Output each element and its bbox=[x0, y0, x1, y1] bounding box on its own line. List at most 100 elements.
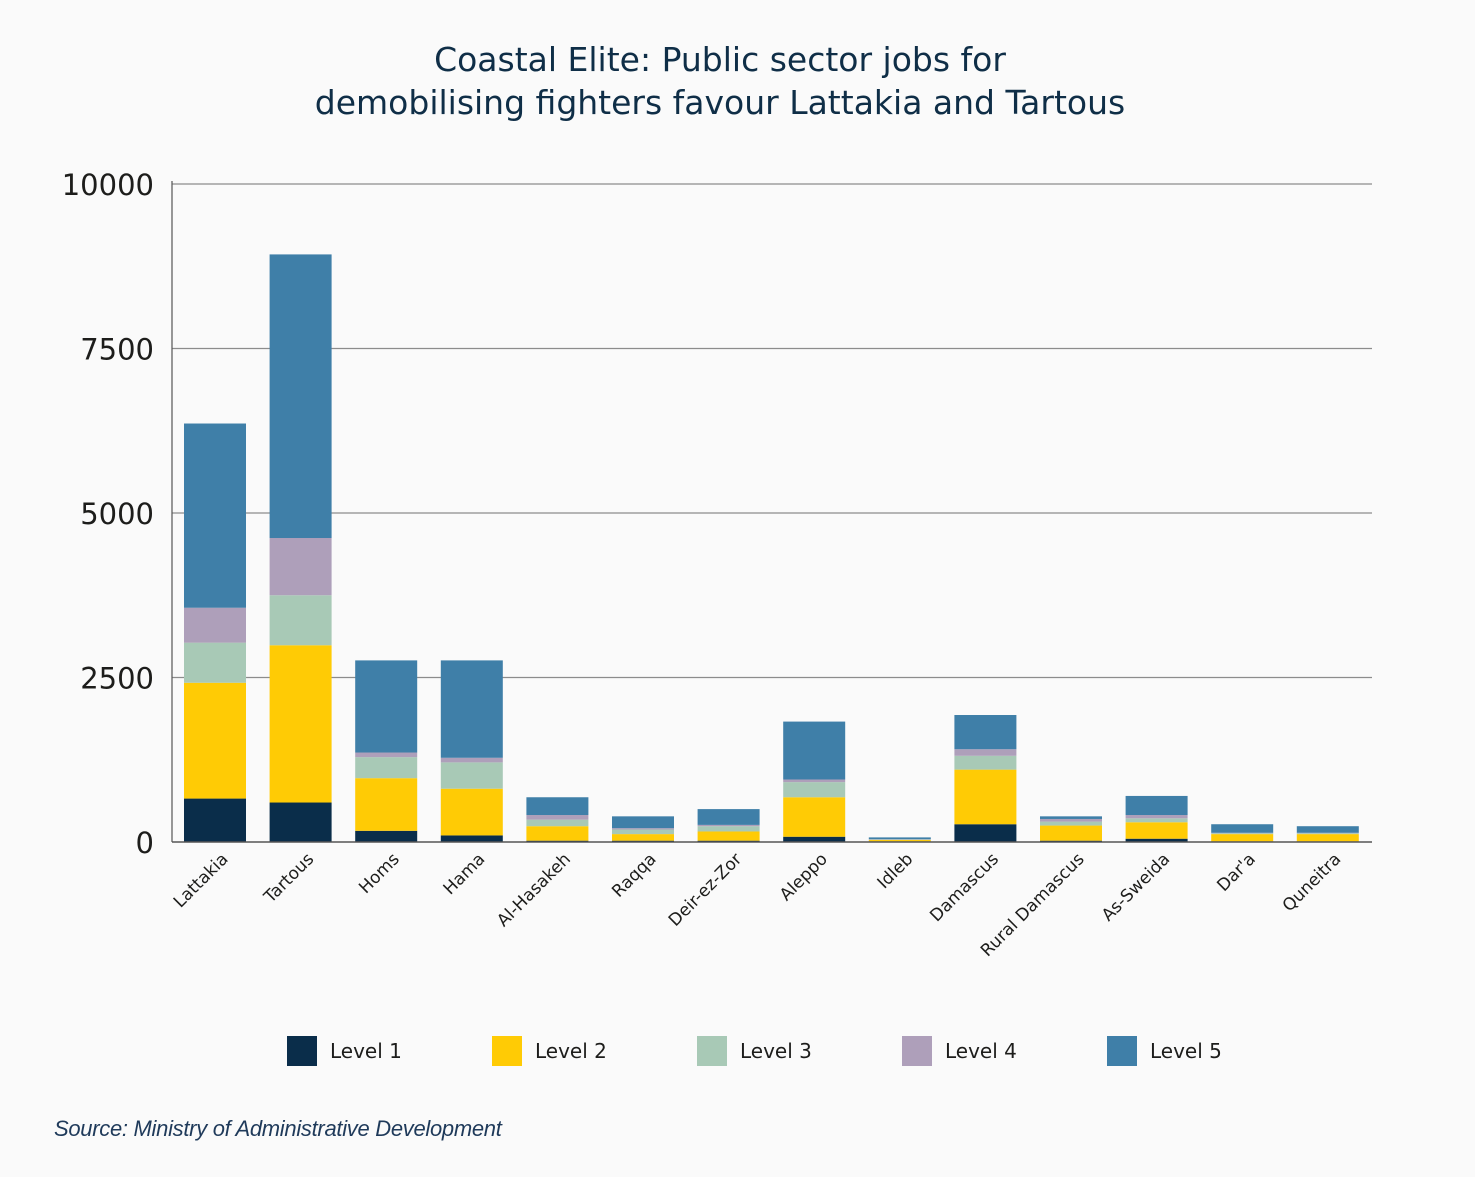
bar-segment-level-3 bbox=[1296, 833, 1359, 835]
bar-segment-level-3 bbox=[526, 819, 589, 827]
x-tick-label: As-Sweida bbox=[1098, 849, 1174, 925]
bar-segment-level-5 bbox=[868, 837, 931, 840]
axes: 0 2500 5000 7500 10000 Lattakia Tartous Homs Ham… bbox=[62, 168, 1372, 961]
bar-segment-level-2 bbox=[440, 788, 503, 836]
legend-label: Level 1 bbox=[330, 1039, 402, 1063]
chart-title: Coastal Elite: Public sector jobs for de… bbox=[0, 38, 1440, 124]
x-tick-label: Damascus bbox=[926, 849, 1003, 926]
bar-segment-level-5 bbox=[1296, 826, 1359, 833]
bar-segment-level-2 bbox=[526, 826, 589, 841]
legend-swatch bbox=[1107, 1036, 1137, 1066]
bar-segment-level-4 bbox=[612, 828, 674, 830]
legend-item: Level 1 bbox=[287, 1036, 492, 1066]
bar-segment-level-4 bbox=[440, 757, 503, 763]
bar-segment-level-2 bbox=[355, 778, 418, 831]
bar-segment-level-5 bbox=[954, 715, 1017, 750]
legend-swatch bbox=[697, 1036, 727, 1066]
bar-segment-level-5 bbox=[1125, 795, 1188, 816]
x-tick-label: Al-Hasakeh bbox=[493, 849, 575, 931]
bar-segment-level-1 bbox=[355, 830, 418, 842]
bar-segment-level-2 bbox=[1211, 834, 1274, 842]
bar-segment-level-4 bbox=[526, 815, 589, 820]
bar-segment-level-1 bbox=[783, 836, 846, 842]
bar-segment-level-4 bbox=[184, 607, 246, 643]
bar-segment-level-3 bbox=[440, 762, 503, 789]
bar-segment-level-2 bbox=[1040, 825, 1102, 841]
x-tick-label: Deir-ez-Zor bbox=[665, 849, 746, 930]
bar-segment-level-5 bbox=[612, 816, 674, 829]
bar-segment-level-5 bbox=[697, 809, 760, 825]
bar-segment-level-1 bbox=[440, 835, 503, 842]
legend-item: Level 3 bbox=[697, 1036, 902, 1066]
bar-segment-level-2 bbox=[612, 834, 674, 841]
x-tick-label: Idleb bbox=[874, 849, 918, 893]
bar-segment-level-3 bbox=[269, 595, 332, 646]
bar-segment-level-2 bbox=[954, 769, 1017, 825]
bar-segment-level-1 bbox=[269, 802, 332, 842]
legend-label: Level 5 bbox=[1150, 1039, 1222, 1063]
x-tick-label: Quneitra bbox=[1279, 849, 1346, 916]
bar-segment-level-4 bbox=[783, 779, 846, 783]
bar-segment-level-3 bbox=[1211, 833, 1274, 835]
bar-segment-level-3 bbox=[697, 826, 760, 832]
x-tick-label: Dar'a bbox=[1213, 849, 1259, 895]
bar-segment-level-1 bbox=[1125, 838, 1188, 842]
chart-title-line-1: Coastal Elite: Public sector jobs for bbox=[434, 40, 1006, 79]
bar-segment-level-4 bbox=[1040, 818, 1102, 822]
chart-title-line-2: demobilising fighters favour Lattakia an… bbox=[314, 83, 1126, 122]
bar-segment-level-2 bbox=[868, 840, 931, 842]
legend-swatch bbox=[287, 1036, 317, 1066]
legend-item: Level 2 bbox=[492, 1036, 697, 1066]
legend-swatch bbox=[902, 1036, 932, 1066]
bar-segment-level-2 bbox=[697, 831, 760, 841]
x-tick-label: Raqqa bbox=[608, 849, 660, 901]
bar-segment-level-2 bbox=[1296, 834, 1359, 842]
x-tick-label: Homs bbox=[355, 849, 404, 898]
legend-item: Level 4 bbox=[902, 1036, 1107, 1066]
legend-label: Level 2 bbox=[535, 1039, 607, 1063]
bar-segment-level-2 bbox=[783, 797, 846, 837]
legend-swatch bbox=[492, 1036, 522, 1066]
chart-legend: Level 1 Level 2 Level 3 Level 4 Level 5 bbox=[287, 1036, 1312, 1066]
bar-segment-level-5 bbox=[1040, 816, 1102, 819]
bar-segment-level-4 bbox=[954, 749, 1017, 756]
bar-segment-level-3 bbox=[868, 839, 931, 841]
source-note: Source: Ministry of Administrative Devel… bbox=[54, 1116, 502, 1141]
legend-label: Level 4 bbox=[945, 1039, 1017, 1063]
y-tick-label: 0 bbox=[136, 826, 154, 860]
y-tick-label: 5000 bbox=[80, 497, 154, 531]
bar-segment-level-2 bbox=[1125, 822, 1188, 839]
bar-segment-level-4 bbox=[269, 538, 332, 596]
legend-item: Level 5 bbox=[1107, 1036, 1312, 1066]
bar-segment-level-2 bbox=[184, 682, 246, 799]
x-tick-label: Lattakia bbox=[170, 849, 233, 912]
bar-segment-level-2 bbox=[269, 645, 332, 803]
bar-segment-level-5 bbox=[1211, 824, 1274, 833]
bars bbox=[184, 254, 1359, 842]
stacked-bar-chart: 0 2500 5000 7500 10000 Lattakia Tartous Homs Ham… bbox=[62, 168, 1372, 961]
bar-segment-level-5 bbox=[526, 797, 589, 816]
bar-segment-level-5 bbox=[184, 423, 246, 608]
y-tick-label: 2500 bbox=[80, 662, 154, 696]
bar-segment-level-3 bbox=[1125, 818, 1188, 823]
bar-segment-level-4 bbox=[697, 824, 760, 827]
gridlines bbox=[172, 183, 1372, 679]
bar-segment-level-4 bbox=[355, 752, 418, 758]
bar-segment-level-5 bbox=[440, 660, 503, 758]
bar-segment-level-3 bbox=[612, 829, 674, 835]
y-tick-label: 7500 bbox=[80, 333, 154, 367]
bar-segment-level-4 bbox=[1125, 815, 1188, 819]
bar-segment-level-1 bbox=[184, 798, 246, 842]
bar-segment-level-1 bbox=[954, 824, 1017, 842]
legend-label: Level 3 bbox=[740, 1039, 812, 1063]
bar-segment-level-3 bbox=[184, 642, 246, 683]
bar-segment-level-3 bbox=[355, 757, 418, 779]
bar-segment-level-3 bbox=[1040, 821, 1102, 826]
x-tick-label: Hama bbox=[440, 849, 490, 899]
y-tick-label: 10000 bbox=[62, 168, 154, 202]
bar-segment-level-3 bbox=[783, 782, 846, 798]
bar-segment-level-5 bbox=[783, 721, 846, 780]
bar-segment-level-3 bbox=[954, 755, 1017, 770]
x-tick-label: Aleppo bbox=[776, 849, 832, 905]
x-tick-label: Tartous bbox=[260, 849, 319, 908]
